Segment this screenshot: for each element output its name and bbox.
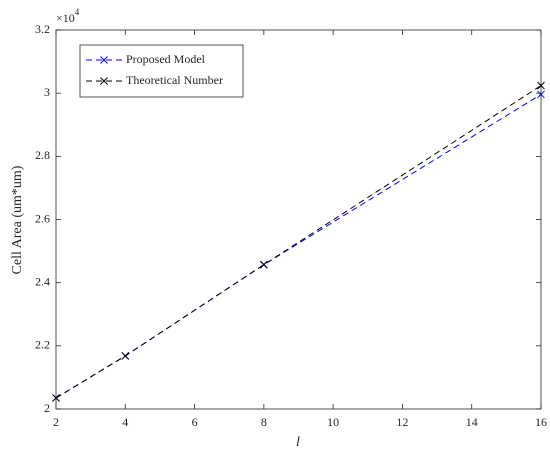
x-axis-label: l bbox=[296, 435, 300, 450]
multiplier-base: ×10 bbox=[56, 11, 75, 25]
x-tick-label: 6 bbox=[192, 415, 198, 429]
legend-label: Theoretical Number bbox=[126, 73, 223, 87]
point-marker bbox=[537, 90, 545, 99]
point-marker bbox=[537, 81, 545, 90]
legend-box bbox=[79, 44, 244, 98]
y-axis-label: Cell Area (um*um) bbox=[10, 165, 25, 274]
x-tick-label: 2 bbox=[53, 415, 59, 429]
x-tick-label: 12 bbox=[396, 415, 408, 429]
y-tick-label: 3 bbox=[44, 85, 50, 99]
y-tick-label: 2.4 bbox=[35, 274, 50, 288]
x-tick-label: 4 bbox=[122, 415, 128, 429]
series-line bbox=[55, 85, 542, 399]
legend-marker bbox=[100, 77, 108, 85]
y-tick-label: 2.8 bbox=[35, 148, 50, 162]
y-tick-label: 2 bbox=[44, 401, 50, 415]
x-tick-label: 10 bbox=[327, 415, 339, 429]
x-tick-label: 14 bbox=[466, 415, 478, 429]
point-marker bbox=[260, 260, 268, 269]
y-tick-label: 3.2 bbox=[35, 22, 50, 36]
legend-marker bbox=[100, 56, 108, 64]
point-marker bbox=[52, 394, 60, 402]
y-tick-label: 2.6 bbox=[35, 211, 50, 225]
multiplier-exponent: 4 bbox=[75, 7, 80, 17]
x-tick-label: 8 bbox=[261, 415, 267, 429]
x-tick-label: 16 bbox=[535, 415, 547, 429]
y-tick-label: 2.2 bbox=[35, 338, 50, 352]
y-multiplier: ×104 bbox=[56, 7, 80, 25]
point-marker bbox=[121, 352, 130, 360]
legend-label: Proposed Model bbox=[126, 52, 206, 66]
